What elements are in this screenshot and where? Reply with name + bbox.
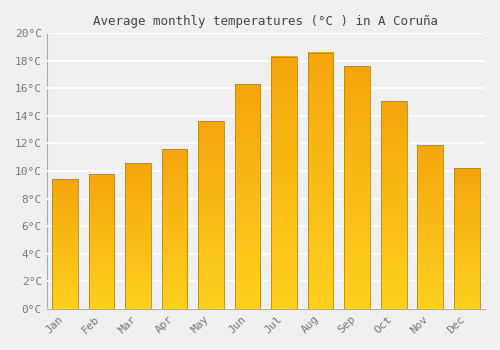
Bar xyxy=(344,66,370,309)
Bar xyxy=(198,121,224,309)
Title: Average monthly temperatures (°C ) in A Coruña: Average monthly temperatures (°C ) in A … xyxy=(94,15,438,28)
Bar xyxy=(272,57,297,309)
Bar xyxy=(308,52,334,309)
Bar xyxy=(418,145,443,309)
Bar xyxy=(235,84,260,309)
Bar xyxy=(454,168,479,309)
Bar xyxy=(126,163,151,309)
Bar xyxy=(52,179,78,309)
Bar xyxy=(89,174,114,309)
Bar xyxy=(162,149,188,309)
Bar xyxy=(381,101,406,309)
